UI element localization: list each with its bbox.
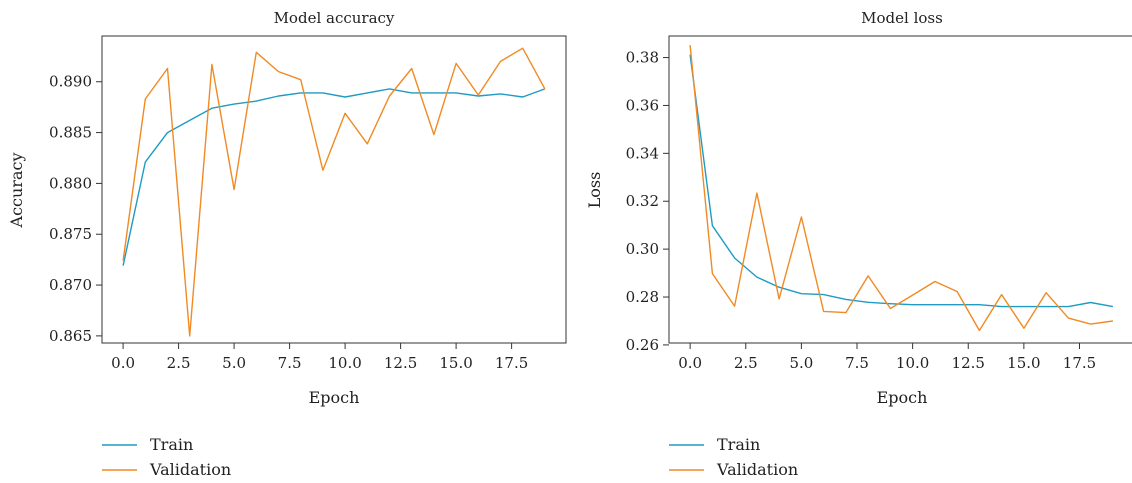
accuracy-y-tick-label: 0.890	[49, 73, 92, 91]
accuracy-plot-frame	[101, 35, 567, 344]
loss-y-tick-label: 0.32	[626, 192, 659, 210]
accuracy-y-tick-label: 0.880	[49, 174, 92, 192]
loss-y-tick-label: 0.34	[626, 144, 659, 162]
loss-legend-train-label: Train	[717, 435, 760, 454]
accuracy-x-tick-label: 0.0	[111, 354, 135, 372]
loss-y-tick-label: 0.26	[626, 336, 659, 354]
accuracy-y-tick-label: 0.875	[49, 225, 92, 243]
accuracy-x-axis-label: Epoch	[309, 388, 360, 407]
accuracy-x-tick-label: 7.5	[278, 354, 302, 372]
loss-x-tick-label: 10.0	[896, 354, 929, 372]
accuracy-x-tick-label: 2.5	[167, 354, 191, 372]
loss-x-tick-label: 15.0	[1007, 354, 1040, 372]
loss-train-line	[689, 54, 1114, 308]
accuracy-legend-train-label: Train	[150, 435, 193, 454]
loss-x-axis-label: Epoch	[877, 388, 928, 407]
loss-y-tick-label: 0.28	[626, 288, 659, 306]
loss-x-tick-label: 7.5	[845, 354, 869, 372]
accuracy-y-tick-label: 0.885	[49, 124, 92, 142]
accuracy-validation-line	[122, 47, 546, 337]
accuracy-y-ticks: 0.865 0.870 0.875 0.880 0.885 0.890	[49, 73, 102, 345]
accuracy-x-tick-label: 5.0	[222, 354, 246, 372]
accuracy-train-line	[122, 88, 546, 266]
loss-legend-validation-label: Validation	[716, 460, 798, 479]
loss-x-tick-label: 17.5	[1063, 354, 1096, 372]
accuracy-chart: Model accuracy 0.0 2.5 5.0 7.5 10.0 12.5 15.0 1…	[7, 9, 567, 479]
accuracy-y-tick-label: 0.870	[49, 276, 92, 294]
accuracy-y-axis-label: Accuracy	[7, 153, 26, 229]
accuracy-legend-validation-label: Validation	[149, 460, 231, 479]
loss-validation-line	[689, 45, 1113, 332]
accuracy-x-ticks: 0.0 2.5 5.0 7.5 10.0 12.5 15.0 17.5	[111, 343, 528, 372]
loss-y-axis-label: Loss	[585, 172, 604, 209]
accuracy-x-tick-label: 17.5	[495, 354, 528, 372]
accuracy-series-lines	[122, 47, 546, 337]
loss-x-tick-label: 5.0	[789, 354, 813, 372]
accuracy-legend: Train Validation	[102, 435, 231, 479]
accuracy-y-tick-label: 0.865	[49, 327, 92, 345]
accuracy-chart-title: Model accuracy	[274, 9, 395, 27]
accuracy-x-tick-label: 15.0	[439, 354, 472, 372]
loss-plot-frame	[668, 35, 1132, 344]
loss-y-tick-label: 0.38	[626, 49, 659, 67]
loss-legend: Train Validation	[669, 435, 798, 479]
loss-y-tick-label: 0.36	[626, 96, 659, 114]
loss-y-tick-label: 0.30	[626, 240, 659, 258]
accuracy-x-tick-label: 10.0	[328, 354, 361, 372]
loss-chart-title: Model loss	[861, 9, 943, 27]
loss-y-ticks: 0.26 0.28 0.30 0.32 0.34 0.36 0.38	[626, 49, 669, 354]
loss-series-lines	[689, 45, 1114, 332]
loss-x-tick-label: 12.5	[952, 354, 985, 372]
accuracy-x-tick-label: 12.5	[384, 354, 417, 372]
loss-x-tick-label: 0.0	[678, 354, 702, 372]
loss-chart: Model loss 0.0 2.5 5.0 7.5 10.0 12.5 15.0 17.5 …	[585, 9, 1132, 479]
loss-x-tick-label: 2.5	[734, 354, 758, 372]
loss-x-ticks: 0.0 2.5 5.0 7.5 10.0 12.5 15.0 17.5	[678, 343, 1096, 372]
